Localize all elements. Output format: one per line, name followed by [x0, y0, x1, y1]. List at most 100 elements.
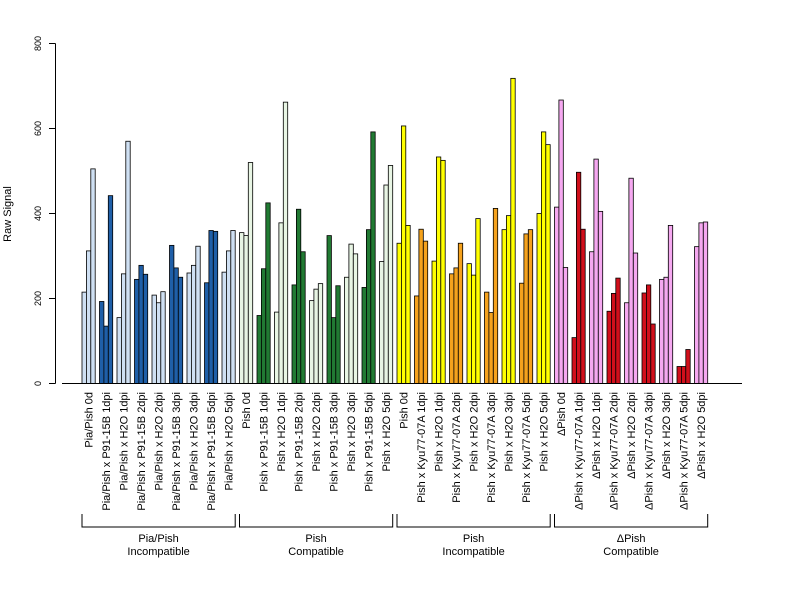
bar [632, 252, 639, 384]
bar [361, 287, 367, 384]
x-tick-label: ΔPish x Kyu77-07A 3dpi [644, 392, 656, 510]
bar [435, 156, 442, 384]
x-tick-label: ΔPish x H2O 2dpi [626, 392, 638, 479]
group-bracket [396, 514, 551, 528]
bar [121, 273, 127, 384]
x-tick-label: Pish x H2O 3dpi [504, 392, 516, 471]
bar [492, 207, 499, 384]
bar [387, 165, 394, 384]
bar [405, 224, 411, 384]
x-tick-label: Pish x H2O 1dpi [434, 392, 446, 471]
bar [326, 235, 332, 384]
group-bracket [81, 514, 236, 528]
x-tick-label: Pish x P91-15B 1dpi [259, 392, 271, 492]
x-tick-label: ΔPish x Kyu77-07A 2dpi [609, 392, 621, 510]
bar [646, 284, 652, 384]
bar [86, 250, 92, 384]
bar [383, 184, 389, 384]
bar [352, 253, 359, 384]
bar [576, 171, 582, 384]
group-label-line2: Incompatible [442, 546, 504, 558]
bar [681, 366, 687, 384]
bar [274, 311, 280, 384]
bar [330, 317, 337, 384]
bar [523, 233, 529, 384]
bar [239, 232, 245, 384]
bar [260, 268, 267, 384]
bar [81, 291, 87, 384]
bar [379, 261, 385, 384]
bar [344, 276, 350, 384]
bar [282, 101, 289, 384]
bar [418, 228, 424, 384]
bar [562, 267, 569, 384]
x-tick-label: ΔPish x H2O 5dpi [696, 392, 708, 479]
bar [134, 278, 140, 384]
bar [348, 243, 354, 384]
bar [641, 292, 647, 384]
bar [597, 210, 604, 384]
bar [173, 267, 179, 384]
bar [659, 278, 665, 384]
bar [466, 263, 472, 384]
bar [116, 317, 122, 384]
x-tick-label: Pish 0d [241, 392, 253, 429]
bars [81, 77, 709, 384]
x-tick-label: ΔPish 0d [556, 392, 568, 436]
bar [545, 144, 551, 384]
bar [663, 276, 669, 384]
bar [221, 271, 227, 384]
x-tick-label: Pish x Kyu77-07A 5dpi [521, 392, 533, 503]
bar [243, 235, 249, 384]
bar [230, 230, 236, 384]
group-label-line1: Pia/Pish [138, 533, 178, 545]
x-tick-label: ΔPish x Kyu77-07A 1dpi [574, 392, 586, 510]
bar [90, 168, 96, 384]
x-tick-label: Pia/Pish x H2O 5dpi [224, 392, 236, 490]
x-tick-label: Pia/Pish x P91-15B 5dpi [206, 392, 218, 511]
bar [571, 337, 577, 384]
bar [453, 267, 459, 384]
bar [650, 323, 656, 384]
bar [475, 218, 481, 384]
bar [138, 264, 144, 384]
bar [698, 222, 704, 384]
y-axis-label: Raw Signal [2, 186, 14, 242]
bar [103, 325, 109, 384]
bar [694, 246, 700, 384]
bar [291, 284, 297, 384]
x-tick-label: Pish 0d [399, 392, 411, 429]
x-tick-label: Pia/Pish x P91-15B 3dpi [171, 392, 183, 511]
bar [155, 302, 162, 384]
x-tick-label: Pish x H2O 1dpi [276, 392, 288, 471]
bar [536, 213, 542, 384]
group-label-line1: ΔPish [617, 533, 646, 545]
group-label-line1: Pish [463, 533, 484, 545]
y-tick-label: 0 [33, 381, 43, 386]
bar [160, 291, 166, 384]
group-label-line2: Compatible [288, 546, 344, 558]
bar [457, 242, 464, 384]
bar [212, 230, 219, 384]
x-tick-label: Pish x H2O 3dpi [346, 392, 358, 471]
bar [177, 276, 184, 384]
x-tick-label: Pish x Kyu77-07A 2dpi [451, 392, 463, 503]
y-tick-label: 200 [33, 291, 43, 306]
x-tick-label: ΔPish x H2O 1dpi [591, 392, 603, 479]
bar [558, 99, 564, 384]
bar [99, 301, 105, 384]
bar [628, 177, 634, 384]
y-tick-label: 400 [33, 206, 43, 221]
x-tick-label: Pish x H2O 5dpi [539, 392, 551, 471]
bar [107, 195, 114, 384]
bar [541, 131, 547, 384]
bar [317, 283, 324, 384]
x-tick-label: ΔPish x Kyu77-07A 5dpi [679, 392, 691, 510]
x-tick-label: Pia/Pish x H2O 2dpi [154, 392, 166, 490]
bar [313, 288, 319, 384]
bar [527, 229, 534, 384]
bar [667, 224, 674, 384]
y-tick-label: 600 [33, 121, 43, 136]
bar [422, 240, 429, 384]
